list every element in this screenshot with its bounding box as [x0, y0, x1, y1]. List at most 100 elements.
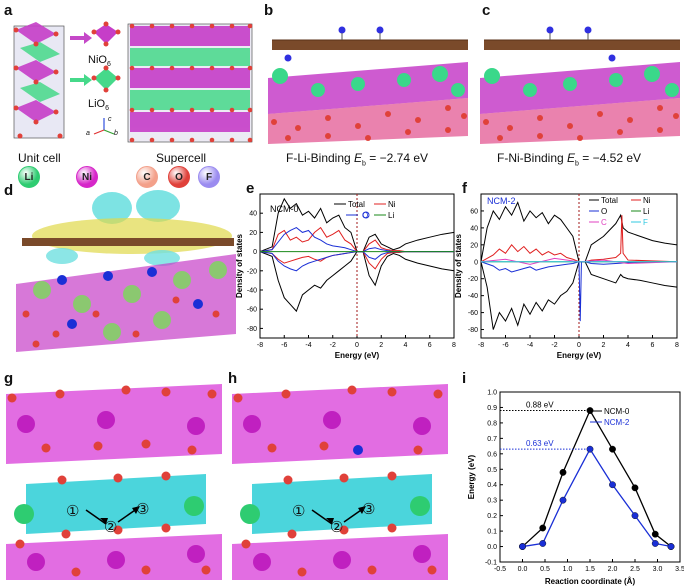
lio6-label: LiO6: [88, 98, 110, 113]
x-tick-label: 2.0: [608, 566, 618, 573]
fluorine-atom: [353, 445, 363, 455]
panel-letter-f: f: [462, 180, 467, 197]
legend-f: F: [198, 166, 220, 188]
arrow-icon: [100, 518, 108, 524]
x-tick-label: 4: [404, 342, 408, 349]
panel-letter-h: h: [228, 370, 238, 387]
panel-letter-d: d: [4, 182, 14, 199]
y-tick-label: 0.6: [487, 451, 497, 458]
y-tick-label: -60: [247, 307, 257, 314]
arrow-icon: [132, 506, 140, 514]
x-tick-label: -8: [478, 342, 484, 349]
x-tick-label: 3.5: [675, 566, 684, 573]
x-tick-label: 2: [602, 342, 606, 349]
legend-f: F: [643, 218, 648, 227]
barrier-label: 0.63 eV: [526, 439, 554, 448]
x-tick-label: 6: [651, 342, 655, 349]
series-line-total: [480, 261, 678, 330]
x-tick-label: -2: [330, 342, 336, 349]
y-tick-label: 60: [470, 208, 478, 215]
y-tick-label: 0.2: [487, 513, 497, 520]
unit-cell-label: Unit cell: [18, 151, 61, 165]
y-tick-label: -80: [247, 326, 257, 333]
x-tick-label: 0.5: [540, 566, 550, 573]
panel-letter-c: c: [482, 2, 491, 19]
y-tick-label: 1.0: [487, 390, 497, 397]
legend-o-label: O: [175, 171, 183, 183]
data-point: [609, 481, 616, 489]
chart-title: NCM-2: [487, 196, 516, 206]
legend-li: Li: [388, 211, 394, 220]
energy-barrier-chart: -0.5 0.0 0.5 1.0 1.5 2.0 2.5 3.0 3.5 -0.1 0.0 0.1 0.…: [467, 390, 684, 587]
f-ni-binding-caption: F-Ni-Binding Eb = −4.52 eV: [497, 151, 642, 168]
series-line-o: [259, 227, 454, 253]
x-tick-label: -4: [305, 342, 311, 349]
y-axis-label: Energy (eV): [467, 454, 476, 499]
data-point: [539, 540, 547, 547]
series-line-o: [259, 251, 454, 272]
y-tick-label: -20: [247, 268, 257, 275]
legend-ni: Ni: [76, 166, 98, 188]
y-tick-label: -20: [468, 276, 478, 283]
legend-o-marker: [362, 211, 370, 219]
legend-ni: Ni: [643, 196, 651, 205]
legend-c: C: [136, 166, 158, 188]
legend-ncm2: NCM-2: [604, 418, 630, 427]
panel-letter-a: a: [4, 2, 13, 19]
x-axis-label: Energy (eV): [335, 351, 380, 360]
x-tick-label: 8: [675, 342, 679, 349]
legend-ncm0: NCM-0: [604, 407, 630, 416]
x-axis-label: Reaction coordinate (Å): [545, 577, 636, 586]
x-tick-label: -8: [257, 342, 263, 349]
x-tick-label: -2: [551, 342, 557, 349]
series-line-o: [480, 261, 678, 322]
x-tick-label: 0.0: [518, 566, 528, 573]
arrow-icon: [326, 518, 334, 524]
data-point: [651, 540, 659, 547]
site-1-label: ①: [292, 503, 306, 520]
series-line-ncm-2: [522, 447, 672, 548]
axis-c-label: c: [108, 116, 112, 123]
panel-c-structure: [480, 26, 680, 144]
axis-a-label: a: [86, 130, 90, 137]
data-point: [609, 445, 616, 453]
legend-li-label: Li: [24, 171, 34, 183]
legend-total: Total: [601, 196, 618, 205]
y-tick-label: -80: [468, 327, 478, 334]
site-3-label: ③: [136, 501, 150, 518]
y-tick-label: 20: [249, 230, 257, 237]
data-point: [631, 512, 639, 520]
data-point: [559, 468, 567, 476]
y-tick-label: 0.9: [487, 405, 497, 412]
y-tick-label: 0.5: [487, 467, 497, 474]
f-li-binding-caption: F-Li-Binding Eb = −2.74 eV: [286, 151, 429, 168]
x-tick-label: 1.0: [563, 566, 573, 573]
series-line-c: [480, 257, 678, 265]
legend-ni: Ni: [388, 200, 396, 209]
site-3-label: ③: [362, 501, 376, 518]
x-tick-label: -0.5: [494, 566, 506, 573]
panel-h-diffusion-path: [232, 384, 448, 580]
y-tick-label: 0: [253, 249, 257, 256]
supercell-label: Supercell: [156, 151, 207, 165]
legend-o: O: [601, 207, 607, 216]
y-tick-label: 0: [474, 259, 478, 266]
lio6-octahedron: [91, 65, 121, 93]
series-line-ncm-0: [522, 409, 672, 548]
axes-triad-icon: [93, 118, 115, 135]
y-tick-label: 40: [470, 225, 478, 232]
x-tick-label: 1.5: [585, 566, 595, 573]
y-tick-label: 0.7: [487, 436, 497, 443]
x-tick-label: -4: [527, 342, 533, 349]
arrow-icon: [70, 74, 92, 86]
nio6-octahedron: [91, 21, 121, 47]
nio6-label: NiO6: [88, 54, 111, 69]
series-line-total: [480, 201, 678, 263]
x-tick-label: 2.5: [630, 566, 640, 573]
panel-d-charge-density: [16, 190, 236, 352]
x-tick-label: 0: [577, 342, 581, 349]
data-point: [519, 543, 526, 550]
unit-cell-structure: [13, 22, 65, 139]
legend-o: O: [362, 211, 368, 220]
panel-letter-b: b: [264, 2, 274, 19]
